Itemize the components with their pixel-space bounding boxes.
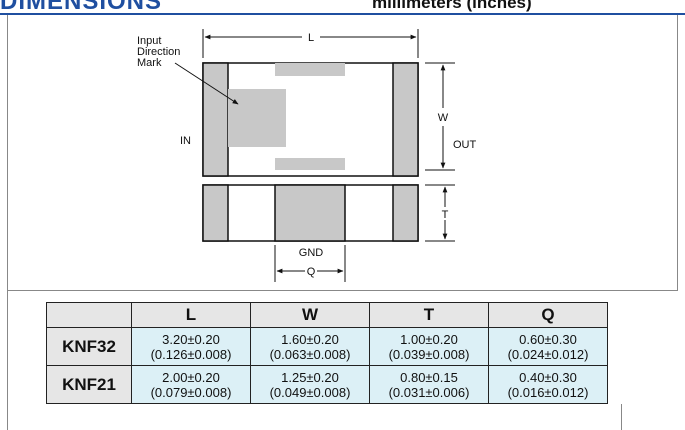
gnd-label: GND — [299, 247, 324, 259]
col-header-t: T — [369, 302, 489, 328]
value-mm: 0.80±0.15 — [400, 369, 458, 385]
side-view-right-terminal — [392, 184, 419, 242]
value-inch: (0.039±0.008) — [388, 346, 470, 362]
value-mm: 1.60±0.20 — [281, 331, 339, 347]
table-corner-cell — [46, 302, 132, 328]
in-label: IN — [180, 135, 191, 147]
table-row: KNF21 2.00±0.20 (0.079±0.008) 1.25±0.20 (0… — [46, 365, 608, 404]
col-header-w: W — [250, 302, 370, 328]
top-view-left-terminal — [202, 62, 229, 177]
side-view-left-terminal — [202, 184, 229, 242]
input-mark-label-line3: Mark — [137, 57, 162, 69]
value-inch: (0.016±0.012) — [507, 384, 589, 400]
value-cell-w: 1.25±0.20 (0.049±0.008) — [250, 365, 370, 404]
value-cell-w: 1.60±0.20 (0.063±0.008) — [250, 327, 370, 366]
value-cell-l: 3.20±0.20 (0.126±0.008) — [131, 327, 251, 366]
header-rule — [0, 13, 685, 15]
value-mm: 0.40±0.30 — [519, 369, 577, 385]
units-caption: millimeters (inches) — [372, 0, 532, 12]
dimension-drawing: L W T Q GND IN OUT Input Direction Mark — [137, 29, 477, 282]
value-mm: 3.20±0.20 — [162, 331, 220, 347]
table-row: KNF32 3.20±0.20 (0.126±0.008) 1.60±0.20 (0… — [46, 327, 608, 366]
frame-bottom-border — [7, 290, 678, 291]
frame-right-border — [677, 15, 678, 291]
top-view-bottom-gnd-pad — [275, 158, 345, 170]
input-mark-leader — [174, 62, 239, 105]
value-mm: 1.25±0.20 — [281, 369, 339, 385]
dimension-l-label: L — [308, 32, 314, 44]
top-view-right-terminal — [392, 62, 419, 177]
value-mm: 1.00±0.20 — [400, 331, 458, 347]
top-view-top-gnd-pad — [275, 63, 345, 76]
dimension-w-label: W — [438, 112, 449, 124]
value-cell-t: 0.80±0.15 (0.031±0.006) — [369, 365, 489, 404]
col-header-l: L — [131, 302, 251, 328]
dimension-t-label: T — [442, 209, 449, 221]
value-inch: (0.079±0.008) — [150, 384, 232, 400]
part-number: KNF21 — [46, 365, 132, 404]
col-header-q: Q — [488, 302, 608, 328]
dimension-q-label: Q — [307, 266, 316, 278]
value-inch: (0.024±0.012) — [507, 346, 589, 362]
out-label: OUT — [453, 139, 477, 151]
section-title: DIMENSIONS — [0, 0, 163, 15]
frame-stub-line — [621, 404, 622, 430]
input-mark-label-line1: Input — [137, 35, 161, 47]
table-header-row: L W T Q — [46, 302, 608, 328]
dimensions-table: L W T Q KNF32 3.20±0.20 (0.126±0.008) 1.6… — [46, 302, 608, 404]
value-mm: 2.00±0.20 — [162, 369, 220, 385]
value-inch: (0.063±0.008) — [269, 346, 351, 362]
value-cell-l: 2.00±0.20 (0.079±0.008) — [131, 365, 251, 404]
frame-left-border — [7, 15, 8, 430]
value-cell-t: 1.00±0.20 (0.039±0.008) — [369, 327, 489, 366]
part-number: KNF32 — [46, 327, 132, 366]
value-mm: 0.60±0.30 — [519, 331, 577, 347]
value-inch: (0.031±0.006) — [388, 384, 470, 400]
value-cell-q: 0.60±0.30 (0.024±0.012) — [488, 327, 608, 366]
input-direction-mark — [228, 89, 286, 147]
value-inch: (0.126±0.008) — [150, 346, 232, 362]
side-view-gnd-electrode — [274, 184, 346, 242]
value-cell-q: 0.40±0.30 (0.016±0.012) — [488, 365, 608, 404]
value-inch: (0.049±0.008) — [269, 384, 351, 400]
input-mark-label-line2: Direction — [137, 46, 180, 58]
